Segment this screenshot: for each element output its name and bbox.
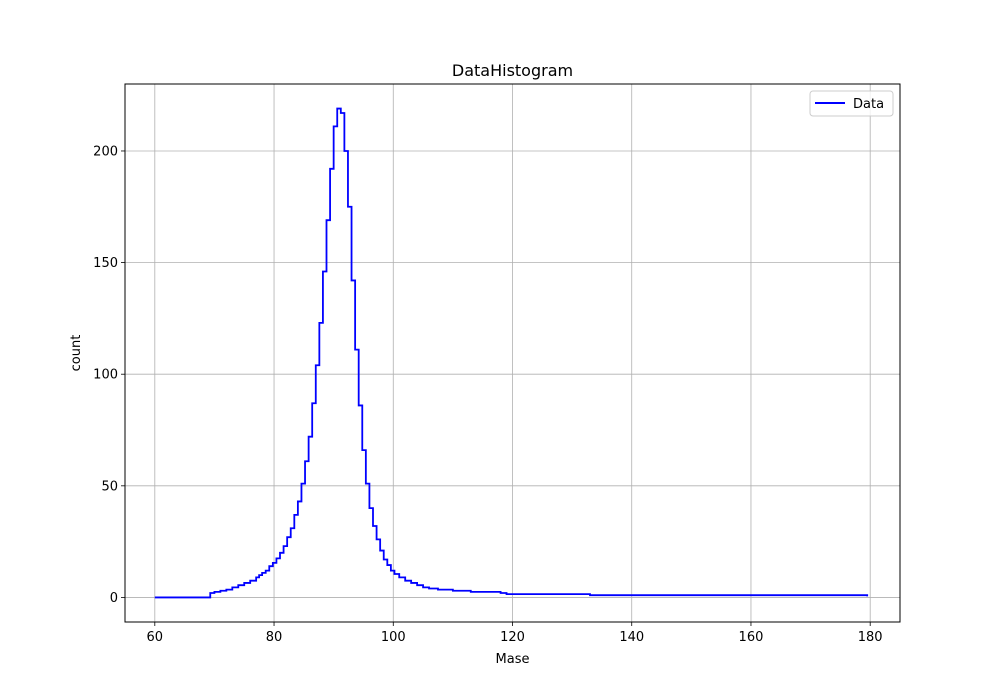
x-tick-label: 140 <box>619 630 644 645</box>
x-tick-label: 160 <box>739 630 764 645</box>
x-tick-label: 100 <box>381 630 406 645</box>
y-tick-label: 200 <box>93 144 118 159</box>
x-axis-label: Mase <box>496 652 530 667</box>
y-tick-label: 0 <box>110 591 118 606</box>
x-axis-ticks: 60 80 100 120 140 160 180 <box>147 622 883 645</box>
legend-box <box>809 90 894 117</box>
legend: Data <box>809 90 894 117</box>
x-tick-label: 180 <box>858 630 883 645</box>
chart-title: DataHistogram <box>452 61 573 80</box>
x-tick-label: 80 <box>266 630 283 645</box>
grid <box>125 84 900 622</box>
x-tick-label: 120 <box>500 630 525 645</box>
y-tick-label: 50 <box>101 479 118 494</box>
plot-series <box>154 107 869 599</box>
y-tick-label: 150 <box>93 256 118 271</box>
legend-label-data: Data <box>853 97 884 112</box>
series-line-data <box>154 107 869 599</box>
x-tick-label: 60 <box>147 630 164 645</box>
y-tick-label: 100 <box>93 368 118 383</box>
y-axis-label: count <box>69 335 84 372</box>
y-axis-ticks: 0 50 100 150 200 <box>93 144 125 606</box>
